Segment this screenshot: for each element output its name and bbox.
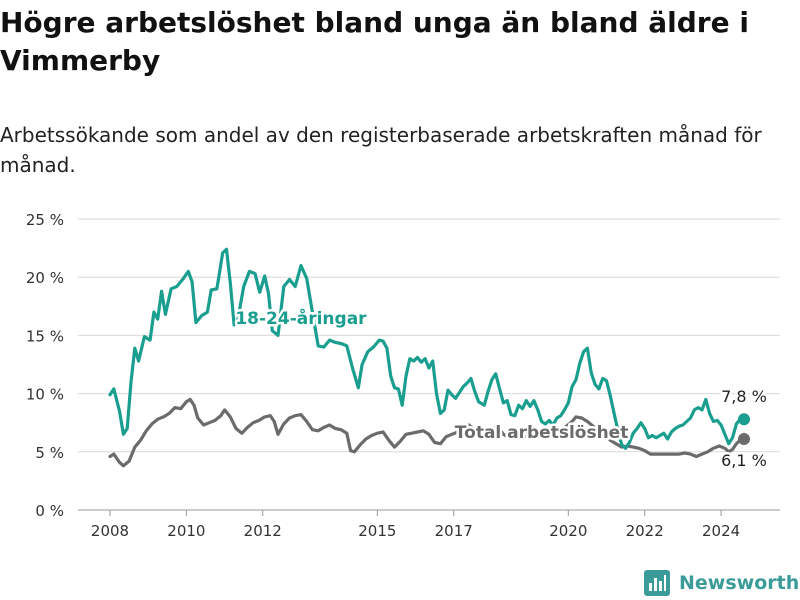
- total-end-point: [738, 432, 750, 445]
- y-tick-label: 0 %: [35, 502, 64, 520]
- x-tick-label: 2017: [435, 522, 473, 540]
- grid-lines: [78, 218, 780, 511]
- x-tick-label: 2022: [626, 522, 664, 540]
- y-tick-label: 15 %: [26, 327, 64, 345]
- y-tick-label: 20 %: [26, 269, 64, 287]
- youth-end-value-label: 7,8 %: [721, 387, 767, 406]
- y-tick-label: 10 %: [26, 386, 64, 404]
- newsworthy-brand: Newsworthy: [644, 566, 800, 600]
- total-series-line: [108, 397, 746, 468]
- series-labels: 18-24-åringar Total arbetslöshet 7,8 % 6,1 …: [233, 304, 770, 472]
- x-tick-label: 2008: [91, 522, 129, 540]
- brand-name: Newsworthy: [679, 572, 800, 594]
- series-lines: [108, 247, 750, 468]
- y-tick-label: 25 %: [26, 211, 64, 229]
- y-tick-label: 5 %: [35, 444, 64, 462]
- x-tick-label: 2015: [358, 522, 396, 540]
- newsworthy-bar-chart-logo-icon: [644, 570, 670, 596]
- chart-subtitle: Arbetssökande som andel av den registerb…: [0, 123, 762, 177]
- youth-end-point: [738, 413, 750, 426]
- chart-title: Högre arbetslöshet bland unga än bland ä…: [0, 6, 749, 77]
- youth-series-name-label: 18-24-åringar: [235, 307, 367, 329]
- youth-series-line: [108, 247, 746, 450]
- total-series-name-label: Total arbetslöshet: [455, 423, 629, 443]
- x-tick-label: 2024: [702, 522, 740, 540]
- total-end-value-label: 6,1 %: [721, 451, 767, 470]
- x-tick-label: 2012: [244, 522, 282, 540]
- axes: 0 % 5 % 10 % 15 % 20 % 25 % 2008 2010 2012 2015 20…: [26, 211, 740, 540]
- x-tick-label: 2010: [167, 522, 205, 540]
- x-tick-label: 2020: [549, 522, 587, 540]
